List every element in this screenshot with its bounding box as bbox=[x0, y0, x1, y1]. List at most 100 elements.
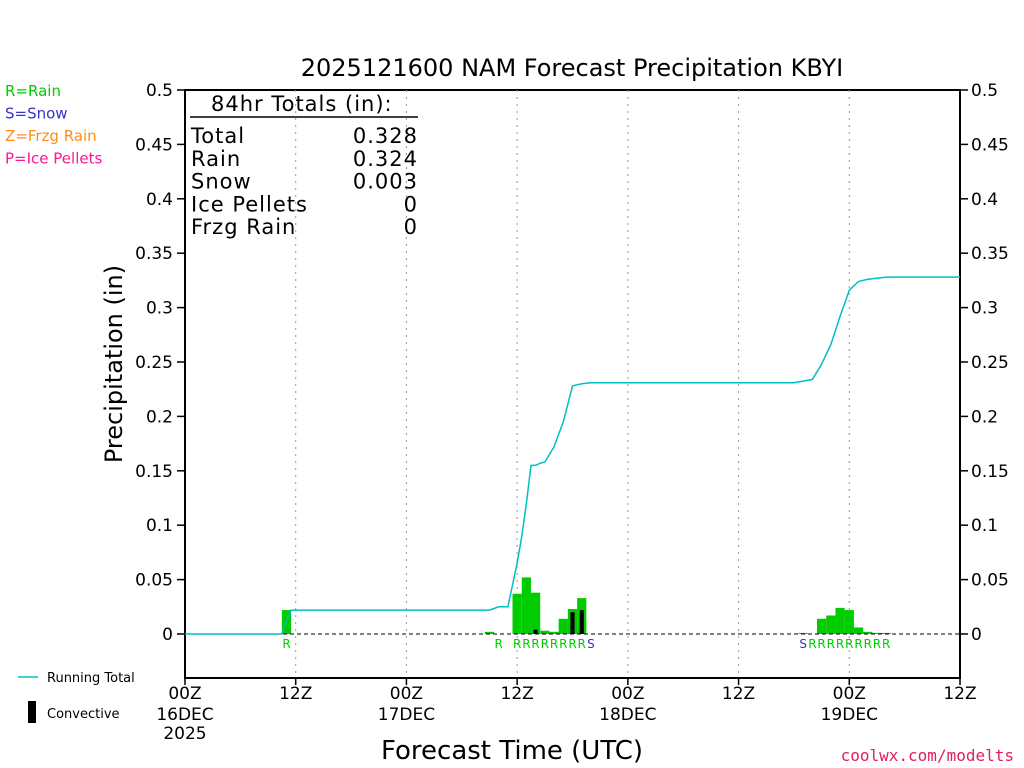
y-tick-label-right: 0.05 bbox=[971, 571, 1009, 591]
totals-row-label: Total bbox=[190, 124, 245, 148]
ptype-marker: R bbox=[522, 637, 530, 651]
ptype-legend-item: P=Ice Pellets bbox=[5, 150, 102, 168]
precip-bar bbox=[530, 592, 541, 634]
y-tick-label-left: 0.35 bbox=[135, 244, 173, 264]
running-total-line bbox=[185, 276, 960, 635]
x-tick-label: 00Z bbox=[611, 684, 644, 704]
x-tick-label: 12Z bbox=[279, 684, 312, 704]
x-tick-label: 12Z bbox=[501, 684, 534, 704]
ptype-marker: R bbox=[817, 637, 825, 651]
y-tick-label-left: 0.05 bbox=[135, 571, 173, 591]
plot-frame bbox=[184, 89, 961, 679]
ptype-marker: R bbox=[882, 637, 890, 651]
totals-heading: 84hr Totals (in): bbox=[211, 92, 393, 116]
ptype-marker: S bbox=[587, 637, 595, 651]
convective-bar bbox=[579, 610, 584, 634]
ptype-marker: R bbox=[578, 637, 586, 651]
precip-bar bbox=[853, 627, 864, 634]
convective-bar bbox=[533, 629, 538, 634]
ptype-marker: R bbox=[864, 637, 872, 651]
totals-row-value: 0 bbox=[404, 192, 418, 216]
credit-text: coolwx.com/modelts bbox=[841, 746, 1014, 765]
ptype-marker: R bbox=[531, 637, 539, 651]
ptype-marker: R bbox=[873, 637, 881, 651]
y-tick-label-right: 0.45 bbox=[971, 135, 1009, 155]
x-tick-date: 16DEC bbox=[156, 705, 213, 725]
x-tick-date: 18DEC bbox=[599, 705, 656, 725]
precip-bar bbox=[798, 632, 808, 634]
totals-row-value: 0.328 bbox=[353, 124, 418, 148]
y-tick-label-right: 0.5 bbox=[971, 81, 998, 101]
x-axis-label: Forecast Time (UTC) bbox=[381, 736, 643, 766]
precip-bar bbox=[881, 632, 891, 634]
precip-bar bbox=[835, 607, 845, 634]
ptype-marker: R bbox=[827, 637, 835, 651]
y-tick-label-left: 0.4 bbox=[146, 190, 173, 210]
ptype-marker: R bbox=[282, 637, 290, 651]
ptype-legend-item: S=Snow bbox=[5, 105, 68, 123]
y-tick-label-left: 0.45 bbox=[135, 135, 173, 155]
totals-row-label: Rain bbox=[191, 147, 241, 171]
ptype-marker: R bbox=[559, 637, 567, 651]
totals-row-label: Ice Pellets bbox=[191, 192, 308, 216]
ptype-marker: R bbox=[541, 637, 549, 651]
y-tick-label-right: 0.35 bbox=[971, 244, 1009, 264]
y-tick-label-right: 0 bbox=[971, 625, 982, 645]
precip-bar bbox=[816, 618, 827, 634]
ptype-marker: R bbox=[808, 637, 816, 651]
x-tick-year: 2025 bbox=[163, 724, 206, 744]
precip-bar bbox=[484, 631, 495, 634]
ptype-marker: S bbox=[799, 637, 807, 651]
totals-row-value: 0 bbox=[404, 215, 418, 239]
totals-row-value: 0.324 bbox=[353, 147, 418, 171]
convective-bars bbox=[533, 610, 584, 634]
y-tick-label-left: 0.2 bbox=[146, 407, 173, 427]
ptype-legend: R=Rain S=Snow Z=Frzg Rain P=Ice Pellets bbox=[5, 82, 102, 168]
precip-bar bbox=[863, 631, 873, 634]
y-tick-label-left: 0.3 bbox=[146, 299, 173, 319]
precip-bar bbox=[826, 615, 836, 634]
ptype-marker: R bbox=[836, 637, 844, 651]
precip-bar bbox=[540, 630, 550, 634]
precip-bar bbox=[844, 610, 854, 634]
legend-label: Running Total bbox=[47, 671, 135, 686]
totals-row-label: Snow bbox=[191, 170, 252, 194]
precip-bar bbox=[512, 593, 522, 634]
x-tick-label: 00Z bbox=[833, 684, 866, 704]
series-legend: Running Total Convective bbox=[18, 671, 135, 723]
y-tick-label-left: 0.5 bbox=[146, 81, 173, 101]
y-tick-label-right: 0.3 bbox=[971, 299, 998, 319]
vertical-grid bbox=[295, 90, 850, 678]
x-tick-label: 00Z bbox=[168, 684, 201, 704]
y-axis-label: Precipitation (in) bbox=[100, 265, 128, 463]
x-tick-date: 17DEC bbox=[378, 705, 435, 725]
ptype-marker: R bbox=[854, 637, 862, 651]
ptype-legend-item: Z=Frzg Rain bbox=[5, 127, 97, 145]
ptype-marker: R bbox=[845, 637, 853, 651]
totals-box: 84hr Totals (in): Total 0.328 Rain 0.324 Sno… bbox=[190, 92, 418, 239]
legend-bar-swatch bbox=[28, 701, 36, 723]
ptype-marker: R bbox=[568, 637, 576, 651]
y-tick-label-right: 0.2 bbox=[971, 407, 998, 427]
y-tick-label-left: 0.1 bbox=[146, 516, 173, 536]
convective-bar bbox=[570, 612, 575, 634]
y-tick-label-left: 0.25 bbox=[135, 353, 173, 373]
ptype-marker: R bbox=[495, 637, 503, 651]
precip-bar bbox=[558, 618, 568, 634]
y-axis-ticks: 0 00.05 0.050.1 0.10.15 0.150.2 0.20.25 0.250.… bbox=[135, 81, 1009, 645]
totals-row-value: 0.003 bbox=[353, 170, 418, 194]
precip-bars bbox=[281, 577, 891, 634]
y-tick-label-right: 0.4 bbox=[971, 190, 998, 210]
precip-bar bbox=[549, 631, 559, 634]
x-tick-label: 00Z bbox=[390, 684, 423, 704]
precip-bar bbox=[521, 577, 531, 634]
y-tick-label-left: 0.15 bbox=[135, 462, 173, 482]
ptype-legend-item: R=Rain bbox=[5, 82, 61, 100]
ptype-marker: R bbox=[550, 637, 558, 651]
y-tick-label-right: 0.1 bbox=[971, 516, 998, 536]
chart-title: 2025121600 NAM Forecast Precipitation KB… bbox=[301, 54, 843, 82]
totals-row-label: Frzg Rain bbox=[191, 215, 296, 239]
